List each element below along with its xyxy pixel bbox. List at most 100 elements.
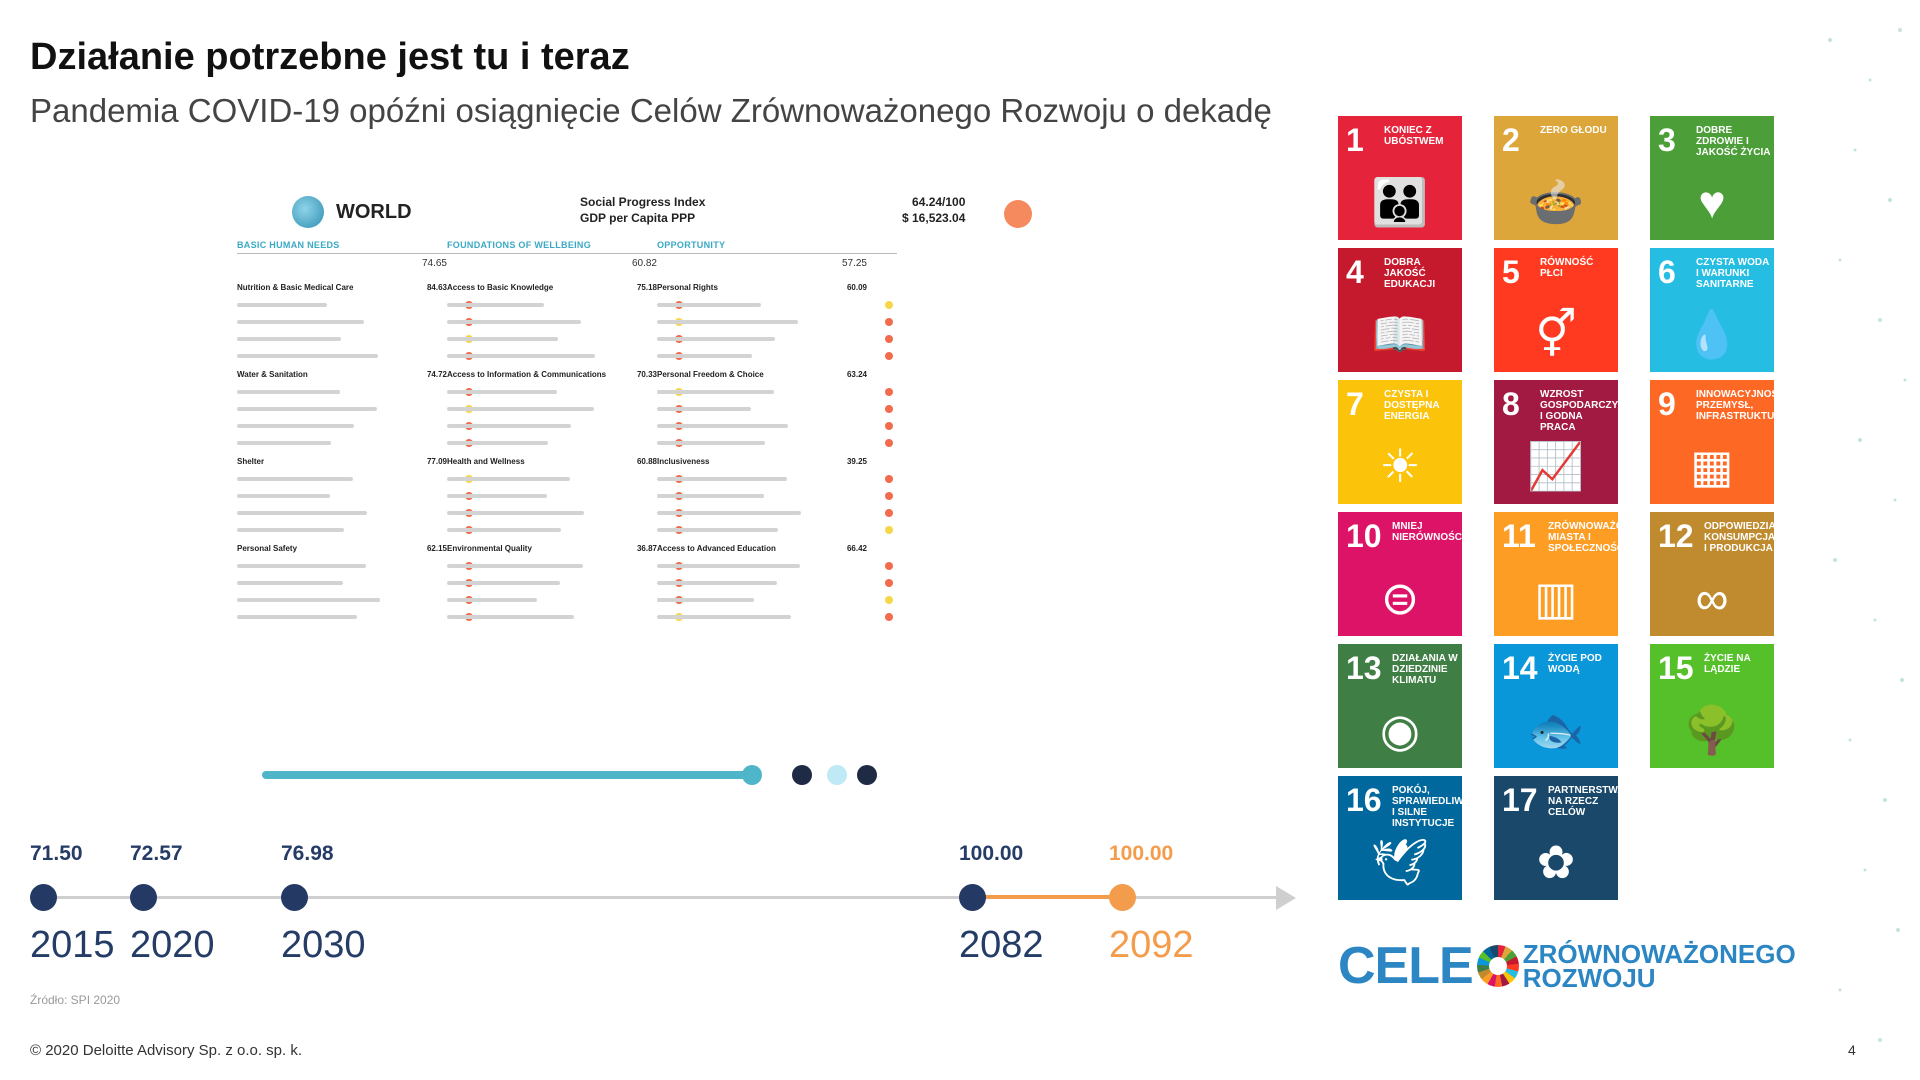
cubes-icon: ▦	[1690, 440, 1734, 492]
report-indicator-bar	[447, 424, 571, 428]
sun-icon: ☀	[1379, 440, 1421, 492]
report-column-header: BASIC HUMAN NEEDS	[237, 240, 477, 254]
sdg-goal-number: 2	[1502, 122, 1520, 158]
report-indicator-row	[237, 436, 477, 450]
brand-line-1: ZRÓWNOWAŻONEGO	[1522, 939, 1796, 969]
slide-title: Działanie potrzebne jest tu i teraz	[30, 36, 630, 78]
report-indicator-row	[237, 349, 477, 363]
report-indicator-bar	[447, 598, 537, 602]
report-indicator-row	[237, 559, 477, 573]
report-region: WORLD	[336, 200, 412, 223]
report-indicator-row	[447, 610, 687, 624]
report-indicator-row	[657, 419, 897, 433]
water-drop-icon: 💧	[1683, 308, 1741, 360]
report-indicator-bar	[657, 564, 800, 568]
globe-icon	[292, 196, 324, 228]
report-index-titles: Social Progress Index GDP per Capita PPP	[580, 194, 705, 226]
report-node	[857, 765, 877, 785]
report-indicator-bar	[237, 494, 330, 498]
timeline-node	[281, 884, 308, 911]
sdg-goal-label: Wzrost gospodarczy i godna praca	[1540, 389, 1618, 433]
sdg-goal-15: 15 Życie na lądzie 🌳	[1650, 644, 1774, 768]
report-section-score: 39.25	[846, 456, 867, 466]
report-indicator-row	[237, 489, 477, 503]
report-node	[827, 765, 847, 785]
report-indicator-row	[237, 472, 477, 486]
timeline-year: 2030	[281, 924, 366, 966]
report-indicator-row	[447, 489, 687, 503]
brand-line-2: ROZWOJU	[1522, 963, 1656, 993]
equals-icon: ⊜	[1380, 572, 1420, 624]
decorative-dots	[1828, 28, 1907, 1042]
report-section-name: Water & Sanitation	[237, 369, 308, 379]
sdg-goal-number: 4	[1346, 254, 1364, 290]
sdg-goal-9: 9 Innowacyjność, przemysł, infrastruktura…	[1650, 380, 1774, 504]
timeline-year: 2020	[130, 924, 215, 966]
sdg-goal-label: Odpowiedzialna konsumpcja i produkcja	[1704, 521, 1774, 554]
report-indicator-row	[657, 349, 897, 363]
report-section-row: Access to Advanced Education 66.42	[657, 540, 897, 556]
sdg-goal-number: 16	[1346, 782, 1382, 818]
flower-icon: ✿	[1536, 836, 1576, 888]
report-indicator-row	[447, 472, 687, 486]
sdg-goal-10: 10 Mniej nierówności ⊜	[1338, 512, 1462, 636]
report-indicator-bar	[237, 598, 380, 602]
report-section-row: Personal Safety 62.15	[237, 540, 477, 556]
report-indicator-row	[237, 298, 477, 312]
report-indicator-row	[237, 419, 477, 433]
report-indicator-row	[447, 559, 687, 573]
report-section-name: Personal Safety	[237, 543, 298, 553]
sdg-goal-4: 4 Dobra jakość edukacji 📖	[1338, 248, 1462, 372]
report-indicator-dot	[885, 475, 893, 483]
sdg-goal-17: 17 Partnerstwa na rzecz celów ✿	[1494, 776, 1618, 900]
report-indicator-row	[237, 402, 477, 416]
sdg-goal-number: 15	[1658, 650, 1694, 686]
report-section-name: Inclusiveness	[657, 456, 710, 466]
gender-equality-icon: ⚥	[1535, 308, 1577, 360]
sdg-goal-label: Pokój, sprawiedliwość i silne instytucje	[1392, 785, 1462, 829]
report-indicator-dot	[885, 422, 893, 430]
report-indicator-dot	[885, 335, 893, 343]
report-indicator-row	[657, 489, 897, 503]
brand-cele: CELE	[1338, 937, 1474, 995]
report-section-row: Health and Wellness 60.88	[447, 453, 687, 469]
report-indicator-row	[657, 436, 897, 450]
report-score-dot	[1004, 200, 1032, 228]
report-indicator-row	[447, 593, 687, 607]
report-indicator-row	[447, 298, 687, 312]
sdg-goal-number: 7	[1346, 386, 1364, 422]
report-indicator-bar	[657, 615, 791, 619]
report-column-score: 74.65	[421, 258, 447, 269]
report-indicator-row	[237, 523, 477, 537]
report-section-name: Environmental Quality	[447, 543, 532, 553]
book-icon: 📖	[1371, 308, 1429, 360]
report-indicator-bar	[447, 337, 558, 341]
report-indicator-bar	[237, 581, 343, 585]
report-indicator-bar	[237, 407, 377, 411]
report-column-foundations: FOUNDATIONS OF WELLBEING 60.82 Access to B…	[447, 240, 687, 627]
report-section-row: Access to Information & Communications 70…	[447, 366, 687, 382]
report-column-header: FOUNDATIONS OF WELLBEING	[447, 240, 687, 254]
report-indicator-bar	[447, 581, 560, 585]
sdg-goal-label: Działania w dziedzinie klimatu	[1392, 653, 1458, 686]
report-indicator-row	[447, 349, 687, 363]
sdg-goal-6: 6 Czysta woda i warunki sanitarne 💧	[1650, 248, 1774, 372]
report-indicator-row	[657, 593, 897, 607]
sdg-goal-number: 10	[1346, 518, 1382, 554]
report-section-row: Personal Rights 60.09	[657, 279, 897, 295]
report-indicator-row	[447, 315, 687, 329]
slide-subtitle: Pandemia COVID-19 opóźni osiągnięcie Cel…	[30, 92, 1272, 129]
sdg-goal-number: 3	[1658, 122, 1676, 158]
report-indicator-bar	[447, 528, 561, 532]
report-indicator-bar	[447, 354, 595, 358]
report-progress-bar	[262, 771, 752, 779]
report-indicator-row	[237, 576, 477, 590]
sdg-goal-number: 12	[1658, 518, 1694, 554]
report-section-score: 63.24	[846, 369, 867, 379]
report-indicator-row	[447, 436, 687, 450]
sdg-goal-number: 13	[1346, 650, 1382, 686]
sdg-goal-13: 13 Działania w dziedzinie klimatu ◉	[1338, 644, 1462, 768]
report-indicator-dot	[885, 509, 893, 517]
sdg-goal-number: 14	[1502, 650, 1538, 686]
report-indicator-bar	[237, 303, 327, 307]
